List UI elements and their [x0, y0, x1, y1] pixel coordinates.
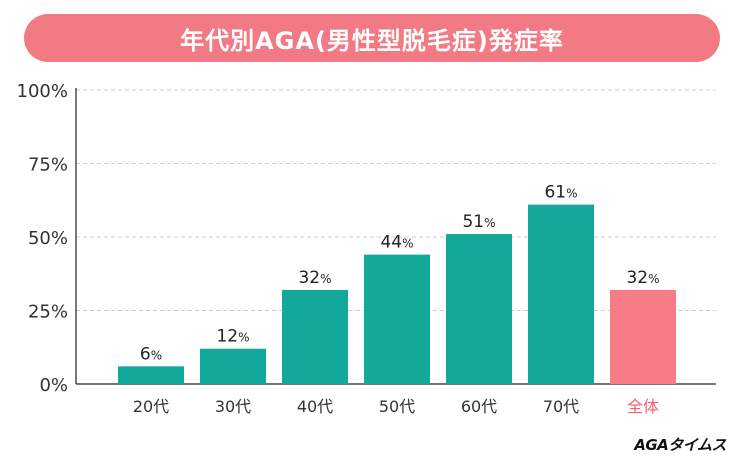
y-tick-label: 100% — [17, 81, 68, 102]
data-label: 61% — [544, 183, 577, 203]
data-label: 51% — [462, 212, 495, 232]
data-label: 44% — [380, 233, 413, 253]
chart-title-banner: 年代別AGA(男性型脱毛症)発症率 — [24, 14, 720, 62]
bar — [364, 254, 430, 384]
data-label: 32% — [298, 268, 331, 288]
bar — [610, 289, 676, 384]
y-tick-label: 0% — [39, 375, 68, 396]
bar — [446, 234, 512, 384]
x-tick-label: 70代 — [543, 397, 579, 416]
y-tick-label: 25% — [28, 302, 68, 323]
brand-logo-text: AGAタイムス — [634, 436, 726, 454]
data-label: 6% — [140, 344, 162, 364]
data-label: 12% — [216, 327, 249, 347]
bar — [528, 204, 594, 384]
bar — [200, 348, 266, 384]
chart-title: 年代別AGA(男性型脱毛症)発症率 — [180, 26, 564, 55]
x-tick-label: 60代 — [461, 397, 497, 416]
x-tick-label: 30代 — [215, 397, 251, 416]
bar — [282, 289, 348, 384]
x-tick-label: 50代 — [379, 397, 415, 416]
y-tick-label: 50% — [28, 228, 68, 249]
bar — [118, 366, 184, 384]
y-tick-label: 75% — [28, 155, 68, 176]
x-tick-label: 40代 — [297, 397, 333, 416]
x-tick-label: 全体 — [627, 397, 659, 416]
x-tick-label: 20代 — [133, 397, 169, 416]
data-label: 32% — [626, 268, 659, 288]
